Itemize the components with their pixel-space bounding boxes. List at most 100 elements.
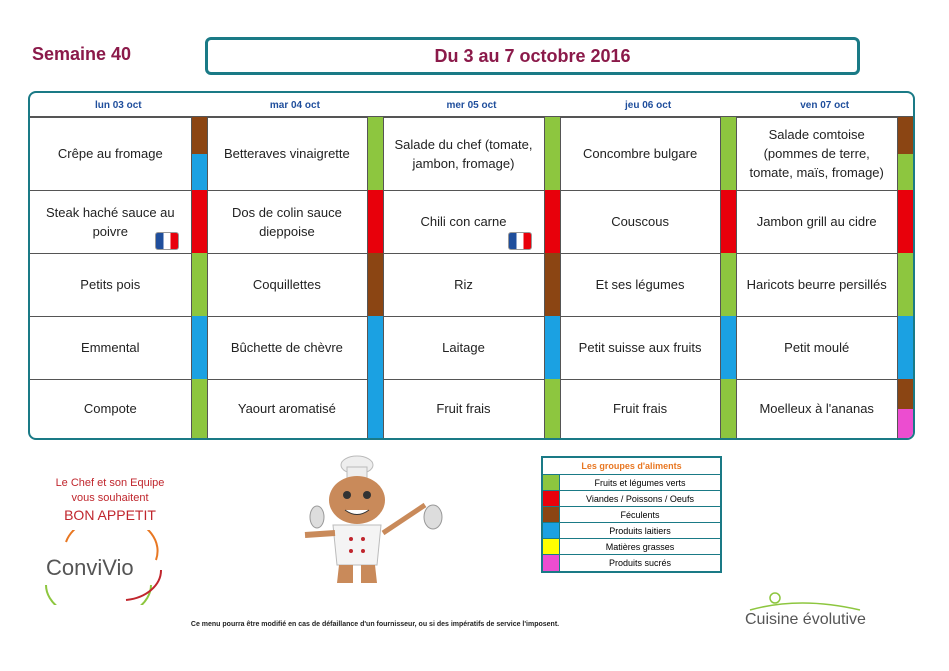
day-header: mar 04 oct bbox=[269, 99, 320, 111]
food-group-strip bbox=[367, 117, 384, 190]
legend-label: Matières grasses bbox=[605, 542, 675, 552]
legend-item: Produits sucrés bbox=[543, 554, 720, 571]
col-rule bbox=[367, 190, 369, 253]
legend-swatch bbox=[543, 491, 560, 507]
dish: Couscous bbox=[611, 214, 669, 229]
food-group-strip bbox=[367, 379, 384, 438]
col-rule bbox=[736, 117, 738, 190]
dish: Petit suisse aux fruits bbox=[578, 340, 702, 355]
food-group-strip bbox=[897, 379, 913, 409]
period-banner: Du 3 au 7 octobre 2016 bbox=[205, 37, 860, 75]
food-group-strip bbox=[367, 253, 384, 316]
food-group-strip bbox=[720, 316, 737, 379]
col-rule bbox=[543, 379, 545, 438]
food-group-strip bbox=[190, 190, 207, 253]
dish: Yaourt aromatisé bbox=[237, 401, 336, 416]
col-rule bbox=[897, 379, 898, 438]
food-group-strip bbox=[367, 316, 384, 379]
col-rule bbox=[206, 253, 208, 316]
dish: Petit moulé bbox=[784, 340, 850, 355]
col-rule bbox=[897, 117, 898, 190]
dish: Laitage bbox=[442, 340, 485, 355]
dish: Riz bbox=[454, 277, 473, 292]
legend-swatch bbox=[543, 523, 560, 539]
col-rule bbox=[367, 117, 369, 190]
col-rule bbox=[559, 379, 561, 438]
food-group-strip bbox=[897, 117, 913, 154]
food-group-strip bbox=[897, 190, 913, 253]
dish: Crêpe au fromage bbox=[57, 146, 163, 161]
logo-text: ConviVio bbox=[46, 555, 134, 580]
legend-label: Viandes / Poissons / Oeufs bbox=[586, 494, 694, 504]
legend-swatch bbox=[543, 555, 560, 571]
legend-item: Viandes / Poissons / Oeufs bbox=[543, 490, 720, 507]
menu-grid: lun 03 oct mar 04 oct mer 05 oct jeu 06 oct… bbox=[28, 91, 915, 440]
row-rule bbox=[30, 316, 913, 317]
legend-swatch bbox=[543, 539, 560, 555]
day-header: ven 07 oct bbox=[800, 99, 850, 111]
dish: Salade du chef (tomate, jambon, fromage) bbox=[394, 136, 533, 171]
food-group-strip bbox=[190, 253, 207, 316]
col-rule bbox=[720, 379, 722, 438]
food-group-strip bbox=[897, 408, 913, 438]
label-badge bbox=[154, 232, 179, 250]
dish: Haricots beurre persillés bbox=[746, 277, 887, 292]
dish: Petits pois bbox=[80, 277, 141, 292]
row-rule bbox=[30, 379, 913, 380]
food-group-strip bbox=[897, 316, 913, 379]
food-group-strip bbox=[897, 253, 913, 316]
col-rule bbox=[543, 253, 545, 316]
dish: Emmental bbox=[81, 340, 140, 355]
food-group-strip bbox=[190, 117, 207, 154]
col-rule bbox=[190, 117, 192, 190]
dish: Bûchette de chèvre bbox=[230, 340, 343, 355]
label-badge bbox=[507, 232, 532, 250]
legend-item: Féculents bbox=[543, 506, 720, 523]
greeting: BON APPETIT bbox=[64, 507, 156, 523]
week-label: Semaine 40 bbox=[32, 44, 132, 64]
dish: Fruit frais bbox=[436, 401, 491, 416]
col-rule bbox=[367, 316, 369, 379]
col-rule bbox=[190, 190, 192, 253]
food-group-strip bbox=[720, 379, 737, 438]
food-group-strip bbox=[720, 190, 737, 253]
col-rule bbox=[736, 316, 738, 379]
greeting: vous souhaitent bbox=[71, 492, 149, 504]
col-rule bbox=[559, 253, 561, 316]
col-rule bbox=[736, 253, 738, 316]
disclaimer: Ce menu pourra être modifié en cas de dé… bbox=[190, 621, 560, 628]
dish: Et ses légumes bbox=[595, 277, 685, 292]
col-rule bbox=[559, 190, 561, 253]
legend-item: Fruits et légumes verts bbox=[543, 474, 720, 491]
food-group-strip bbox=[543, 253, 560, 316]
food-group-strip bbox=[720, 253, 737, 316]
legend-swatch bbox=[543, 507, 560, 523]
legend-item: Matières grasses bbox=[543, 538, 720, 555]
legend-label: Produits laitiers bbox=[609, 526, 671, 536]
row-rule bbox=[30, 190, 913, 191]
col-rule bbox=[190, 379, 192, 438]
col-rule bbox=[367, 253, 369, 316]
col-rule bbox=[367, 379, 369, 438]
legend-swatch bbox=[543, 475, 560, 491]
logo-text: Cuisine évolutive bbox=[745, 611, 866, 628]
legend-title: Les groupes d'aliments bbox=[581, 461, 682, 471]
dish: Salade comtoise (pommes de terre, tomate… bbox=[749, 127, 884, 180]
day-header: mer 05 oct bbox=[446, 99, 497, 111]
food-group-strip bbox=[543, 316, 560, 379]
row-rule bbox=[30, 253, 913, 254]
food-group-strip bbox=[367, 190, 384, 253]
food-group-strip bbox=[543, 190, 560, 253]
col-rule bbox=[897, 316, 898, 379]
header-rule bbox=[30, 116, 913, 118]
day-header: jeu 06 oct bbox=[625, 99, 672, 111]
dish: Compote bbox=[83, 401, 137, 416]
col-rule bbox=[206, 316, 208, 379]
col-rule bbox=[383, 253, 385, 316]
day-header: lun 03 oct bbox=[94, 99, 142, 111]
dish: Steak haché sauce au poivre bbox=[45, 204, 175, 239]
dish: Fruit frais bbox=[613, 401, 668, 416]
col-rule bbox=[383, 190, 385, 253]
col-rule bbox=[897, 253, 898, 316]
